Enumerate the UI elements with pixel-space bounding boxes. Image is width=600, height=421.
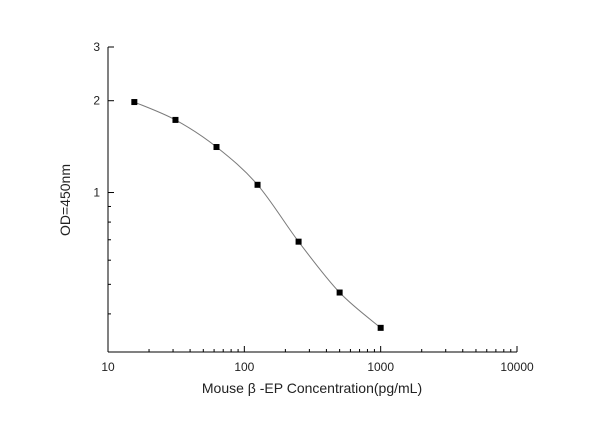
x-tick-label: 10 xyxy=(101,360,115,374)
fit-curve xyxy=(134,101,381,329)
data-point xyxy=(213,144,220,151)
x-axis-label: Mouse β -EP Concentration(pg/mL) xyxy=(202,380,422,396)
y-axis-label: OD=450nm xyxy=(57,164,73,236)
axes: 10 100 1000 10000 1 2 3 xyxy=(93,40,534,374)
y-tick-label: 3 xyxy=(93,40,100,54)
data-point xyxy=(336,289,343,296)
y-tick-label: 1 xyxy=(93,186,100,200)
data-point xyxy=(377,324,384,331)
x-tick-label: 1000 xyxy=(367,360,394,374)
data-points xyxy=(131,99,384,331)
data-point xyxy=(295,238,302,245)
x-tick-label: 10000 xyxy=(500,360,534,374)
x-tick-label: 100 xyxy=(234,360,254,374)
y-tick-label: 2 xyxy=(93,94,100,108)
data-point xyxy=(131,99,138,106)
fit-curve-layer xyxy=(134,101,381,329)
data-point xyxy=(254,181,261,188)
data-point xyxy=(172,116,179,123)
